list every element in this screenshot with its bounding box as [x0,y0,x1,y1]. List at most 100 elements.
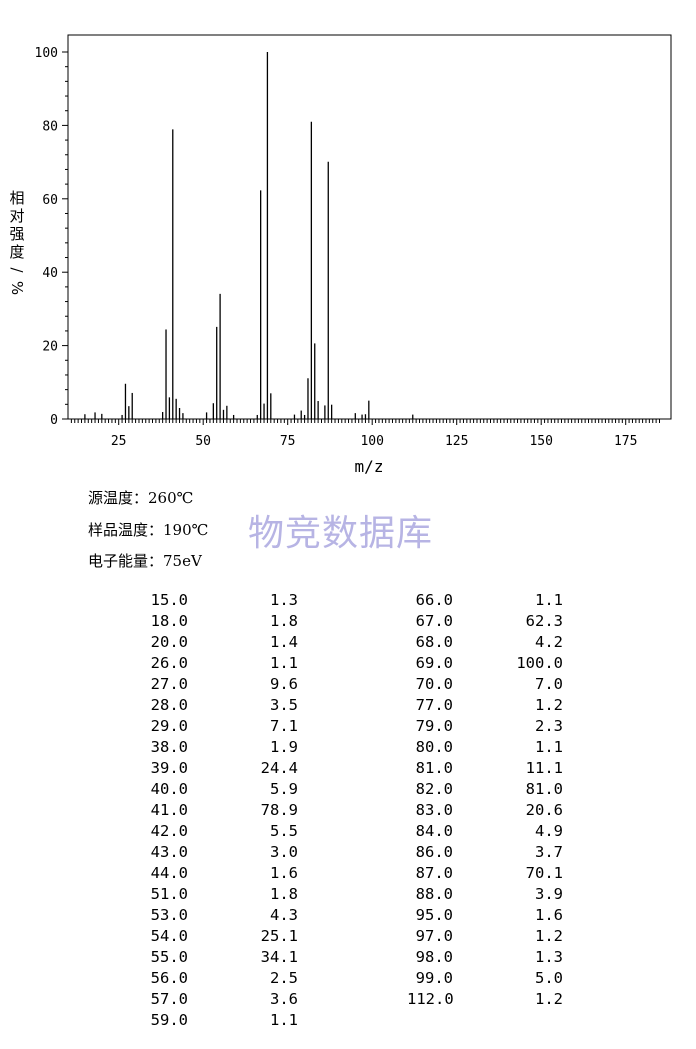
intensity-value: 9.6 [270,675,298,693]
mz-value: 55.0 [150,948,188,966]
table-row: 88.0 3.9 [407,884,563,905]
table-row: 82.0 81.0 [407,779,563,800]
intensity-value: 1.2 [535,927,563,945]
mz-value: 28.0 [150,696,188,714]
mz-value: 29.0 [150,717,188,735]
intensity-value: 1.2 [535,990,563,1008]
mz-value: 98.0 [415,948,453,966]
y-axis-label-char: 相 [9,189,24,207]
intensity-value: 1.8 [270,612,298,630]
intensity-value: 20.6 [525,801,563,819]
table-row: 81.0 11.1 [407,758,563,779]
mz-value: 44.0 [150,864,188,882]
table-row: 80.0 1.1 [407,737,563,758]
intensity-value: 3.0 [270,843,298,861]
table-row: 67.0 62.3 [407,611,563,632]
table-row: 26.0 1.1 [142,653,298,674]
table-row: 68.0 4.2 [407,632,563,653]
intensity-value: 3.7 [535,843,563,861]
intensity-value: 1.1 [535,591,563,609]
table-row: 27.0 9.6 [142,674,298,695]
intensity-value: 4.2 [535,633,563,651]
mz-value: 77.0 [415,696,453,714]
x-tick-label: 75 [280,434,296,449]
mz-value: 27.0 [150,675,188,693]
y-tick-label: 60 [42,193,58,208]
x-tick-label: 50 [195,434,211,449]
table-row: 86.0 3.7 [407,842,563,863]
intensity-value: 81.0 [525,780,563,798]
mz-value: 38.0 [150,738,188,756]
table-row: 83.0 20.6 [407,800,563,821]
mz-value: 80.0 [415,738,453,756]
intensity-value: 1.8 [270,885,298,903]
intensity-value: 11.1 [525,759,563,777]
y-axis: 0 20 40 60 80 100 [35,46,68,428]
source-temperature: 源温度：260℃ [88,489,194,507]
table-row: 56.0 2.5 [142,968,298,989]
intensity-value: 3.6 [270,990,298,1008]
mz-value: 66.0 [415,591,453,609]
mz-value: 99.0 [415,969,453,987]
table-row: 112.0 1.2 [407,989,563,1010]
table-row: 28.0 3.5 [142,695,298,716]
intensity-value: 5.9 [270,780,298,798]
mz-value: 56.0 [150,969,188,987]
x-axis-label: m/z [355,457,384,476]
mz-value: 51.0 [150,885,188,903]
intensity-value: 5.5 [270,822,298,840]
y-axis-label-char: 度 [9,243,24,261]
peak-series [84,52,414,419]
intensity-value: 78.9 [260,801,298,819]
table-row: 42.0 5.5 [142,821,298,842]
x-tick-label: 150 [529,434,552,449]
mz-value: 81.0 [415,759,453,777]
intensity-value: 24.4 [260,759,298,777]
intensity-value: 100.0 [516,654,563,672]
mz-value: 18.0 [150,612,188,630]
x-tick-label: 25 [111,434,127,449]
mz-value: 83.0 [415,801,453,819]
peak-table-right: 66.0 1.1 67.0 62.3 68.0 4.2 69.0 100.0 70.0 7.0 77… [407,590,563,1010]
y-axis-label-char: / [8,267,26,273]
intensity-value: 34.1 [260,948,298,966]
table-row: 95.0 1.6 [407,905,563,926]
table-row: 66.0 1.1 [407,590,563,611]
intensity-value: 2.5 [270,969,298,987]
intensity-value: 1.2 [535,696,563,714]
intensity-value: 62.3 [525,612,563,630]
mz-value: 40.0 [150,780,188,798]
table-row: 77.0 1.2 [407,695,563,716]
mz-value: 95.0 [415,906,453,924]
intensity-value: 1.4 [270,633,298,651]
table-row: 41.0 78.9 [142,800,298,821]
plot-frame [67,34,672,420]
table-row: 29.0 7.1 [142,716,298,737]
y-tick-label: 80 [42,119,58,134]
y-tick-label: 100 [35,46,58,61]
x-tick-label: 100 [360,434,383,449]
mz-value: 43.0 [150,843,188,861]
table-row: 54.0 25.1 [142,926,298,947]
table-row: 99.0 5.0 [407,968,563,989]
mz-value: 53.0 [150,906,188,924]
intensity-value: 1.1 [270,1011,298,1029]
table-row: 38.0 1.9 [142,737,298,758]
y-tick-label: 40 [42,266,58,281]
mz-value: 69.0 [415,654,453,672]
intensity-value: 4.9 [535,822,563,840]
table-row: 40.0 5.9 [142,779,298,800]
table-row: 44.0 1.6 [142,863,298,884]
mz-value: 54.0 [150,927,188,945]
intensity-value: 3.5 [270,696,298,714]
mz-value: 79.0 [415,717,453,735]
intensity-value: 7.1 [270,717,298,735]
table-row: 70.0 7.0 [407,674,563,695]
table-row: 20.0 1.4 [142,632,298,653]
table-row: 98.0 1.3 [407,947,563,968]
y-tick-label: 0 [50,413,58,428]
intensity-value: 1.9 [270,738,298,756]
mz-value: 97.0 [415,927,453,945]
table-row: 51.0 1.8 [142,884,298,905]
